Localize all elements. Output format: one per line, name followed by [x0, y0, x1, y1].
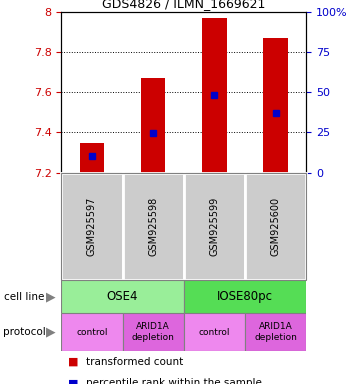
Bar: [122, 313, 184, 351]
Bar: [245, 173, 306, 280]
Text: cell line: cell line: [4, 291, 44, 302]
Bar: [61, 280, 184, 313]
Text: control: control: [199, 328, 230, 337]
Text: ▶: ▶: [46, 326, 56, 339]
Bar: [80, 142, 104, 173]
Text: control: control: [76, 328, 108, 337]
Text: ▶: ▶: [46, 290, 56, 303]
Text: GSM925600: GSM925600: [271, 197, 281, 256]
Text: ■: ■: [68, 378, 79, 384]
Text: ARID1A
depletion: ARID1A depletion: [132, 323, 175, 342]
Bar: [245, 313, 306, 351]
Text: percentile rank within the sample: percentile rank within the sample: [86, 378, 262, 384]
Bar: [184, 280, 306, 313]
Bar: [122, 173, 184, 280]
Text: IOSE80pc: IOSE80pc: [217, 290, 273, 303]
Text: protocol: protocol: [4, 327, 46, 337]
Text: GSM925599: GSM925599: [209, 197, 219, 256]
Bar: [184, 313, 245, 351]
Text: OSE4: OSE4: [107, 290, 138, 303]
Bar: [141, 78, 165, 173]
Bar: [184, 173, 245, 280]
Title: GDS4826 / ILMN_1669621: GDS4826 / ILMN_1669621: [102, 0, 265, 10]
Bar: [61, 313, 122, 351]
Bar: [61, 173, 122, 280]
Text: ARID1A
depletion: ARID1A depletion: [254, 323, 297, 342]
Text: transformed count: transformed count: [86, 357, 183, 367]
Bar: [202, 18, 227, 173]
Text: ■: ■: [68, 357, 79, 367]
Bar: [263, 38, 288, 173]
Text: GSM925597: GSM925597: [87, 197, 97, 256]
Text: GSM925598: GSM925598: [148, 197, 158, 256]
